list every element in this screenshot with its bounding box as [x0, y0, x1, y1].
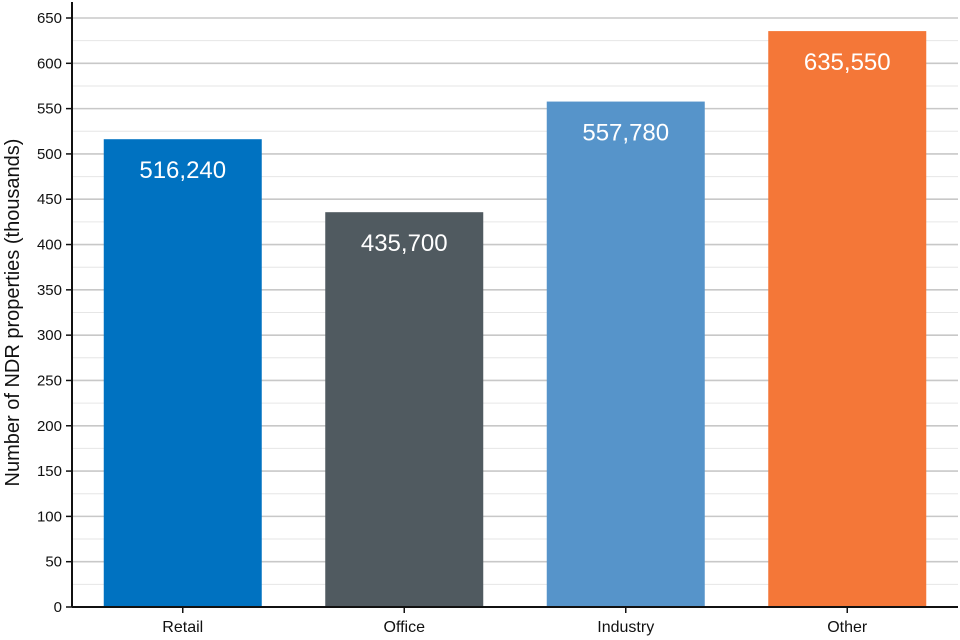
- x-axis-ticks: Retail Office Industry Other: [162, 607, 868, 636]
- y-tick-label: 450: [37, 191, 62, 208]
- x-tick-label-other: Other: [827, 619, 868, 636]
- bar-retail: [103, 139, 262, 607]
- data-label-industry: 557,780: [582, 120, 669, 147]
- y-tick-label: 500: [37, 146, 62, 163]
- data-label-other: 635,550: [804, 49, 891, 76]
- y-tick-label: 550: [37, 101, 62, 118]
- y-tick-label: 650: [37, 10, 62, 27]
- y-tick-label: 400: [37, 237, 62, 254]
- bars: 516,240 435,700 557,780 635,550: [103, 31, 927, 608]
- y-tick-label: 150: [37, 463, 62, 480]
- bar-office: [325, 212, 484, 607]
- y-tick-label: 50: [45, 554, 62, 571]
- x-tick-label-office: Office: [384, 619, 426, 636]
- x-tick-label-retail: Retail: [162, 619, 203, 636]
- data-label-office: 435,700: [361, 230, 448, 257]
- bar-industry: [546, 101, 705, 608]
- axes: [71, 2, 958, 608]
- y-axis-title: Number of NDR properties (thousands): [2, 139, 24, 487]
- y-tick-label: 100: [37, 508, 62, 525]
- bar-other: [768, 31, 927, 607]
- y-tick-label: 200: [37, 418, 62, 435]
- y-tick-label: 300: [37, 327, 62, 344]
- y-tick-label: 0: [54, 599, 62, 616]
- x-tick-label-industry: Industry: [597, 619, 654, 636]
- y-tick-label: 250: [37, 372, 62, 389]
- y-tick-label: 600: [37, 55, 62, 72]
- y-axis-ticks: 0 50 100 150 200 250 300 350 400 450 500 550 600 650: [37, 10, 72, 616]
- data-label-retail: 516,240: [139, 157, 226, 184]
- y-tick-label: 350: [37, 282, 62, 299]
